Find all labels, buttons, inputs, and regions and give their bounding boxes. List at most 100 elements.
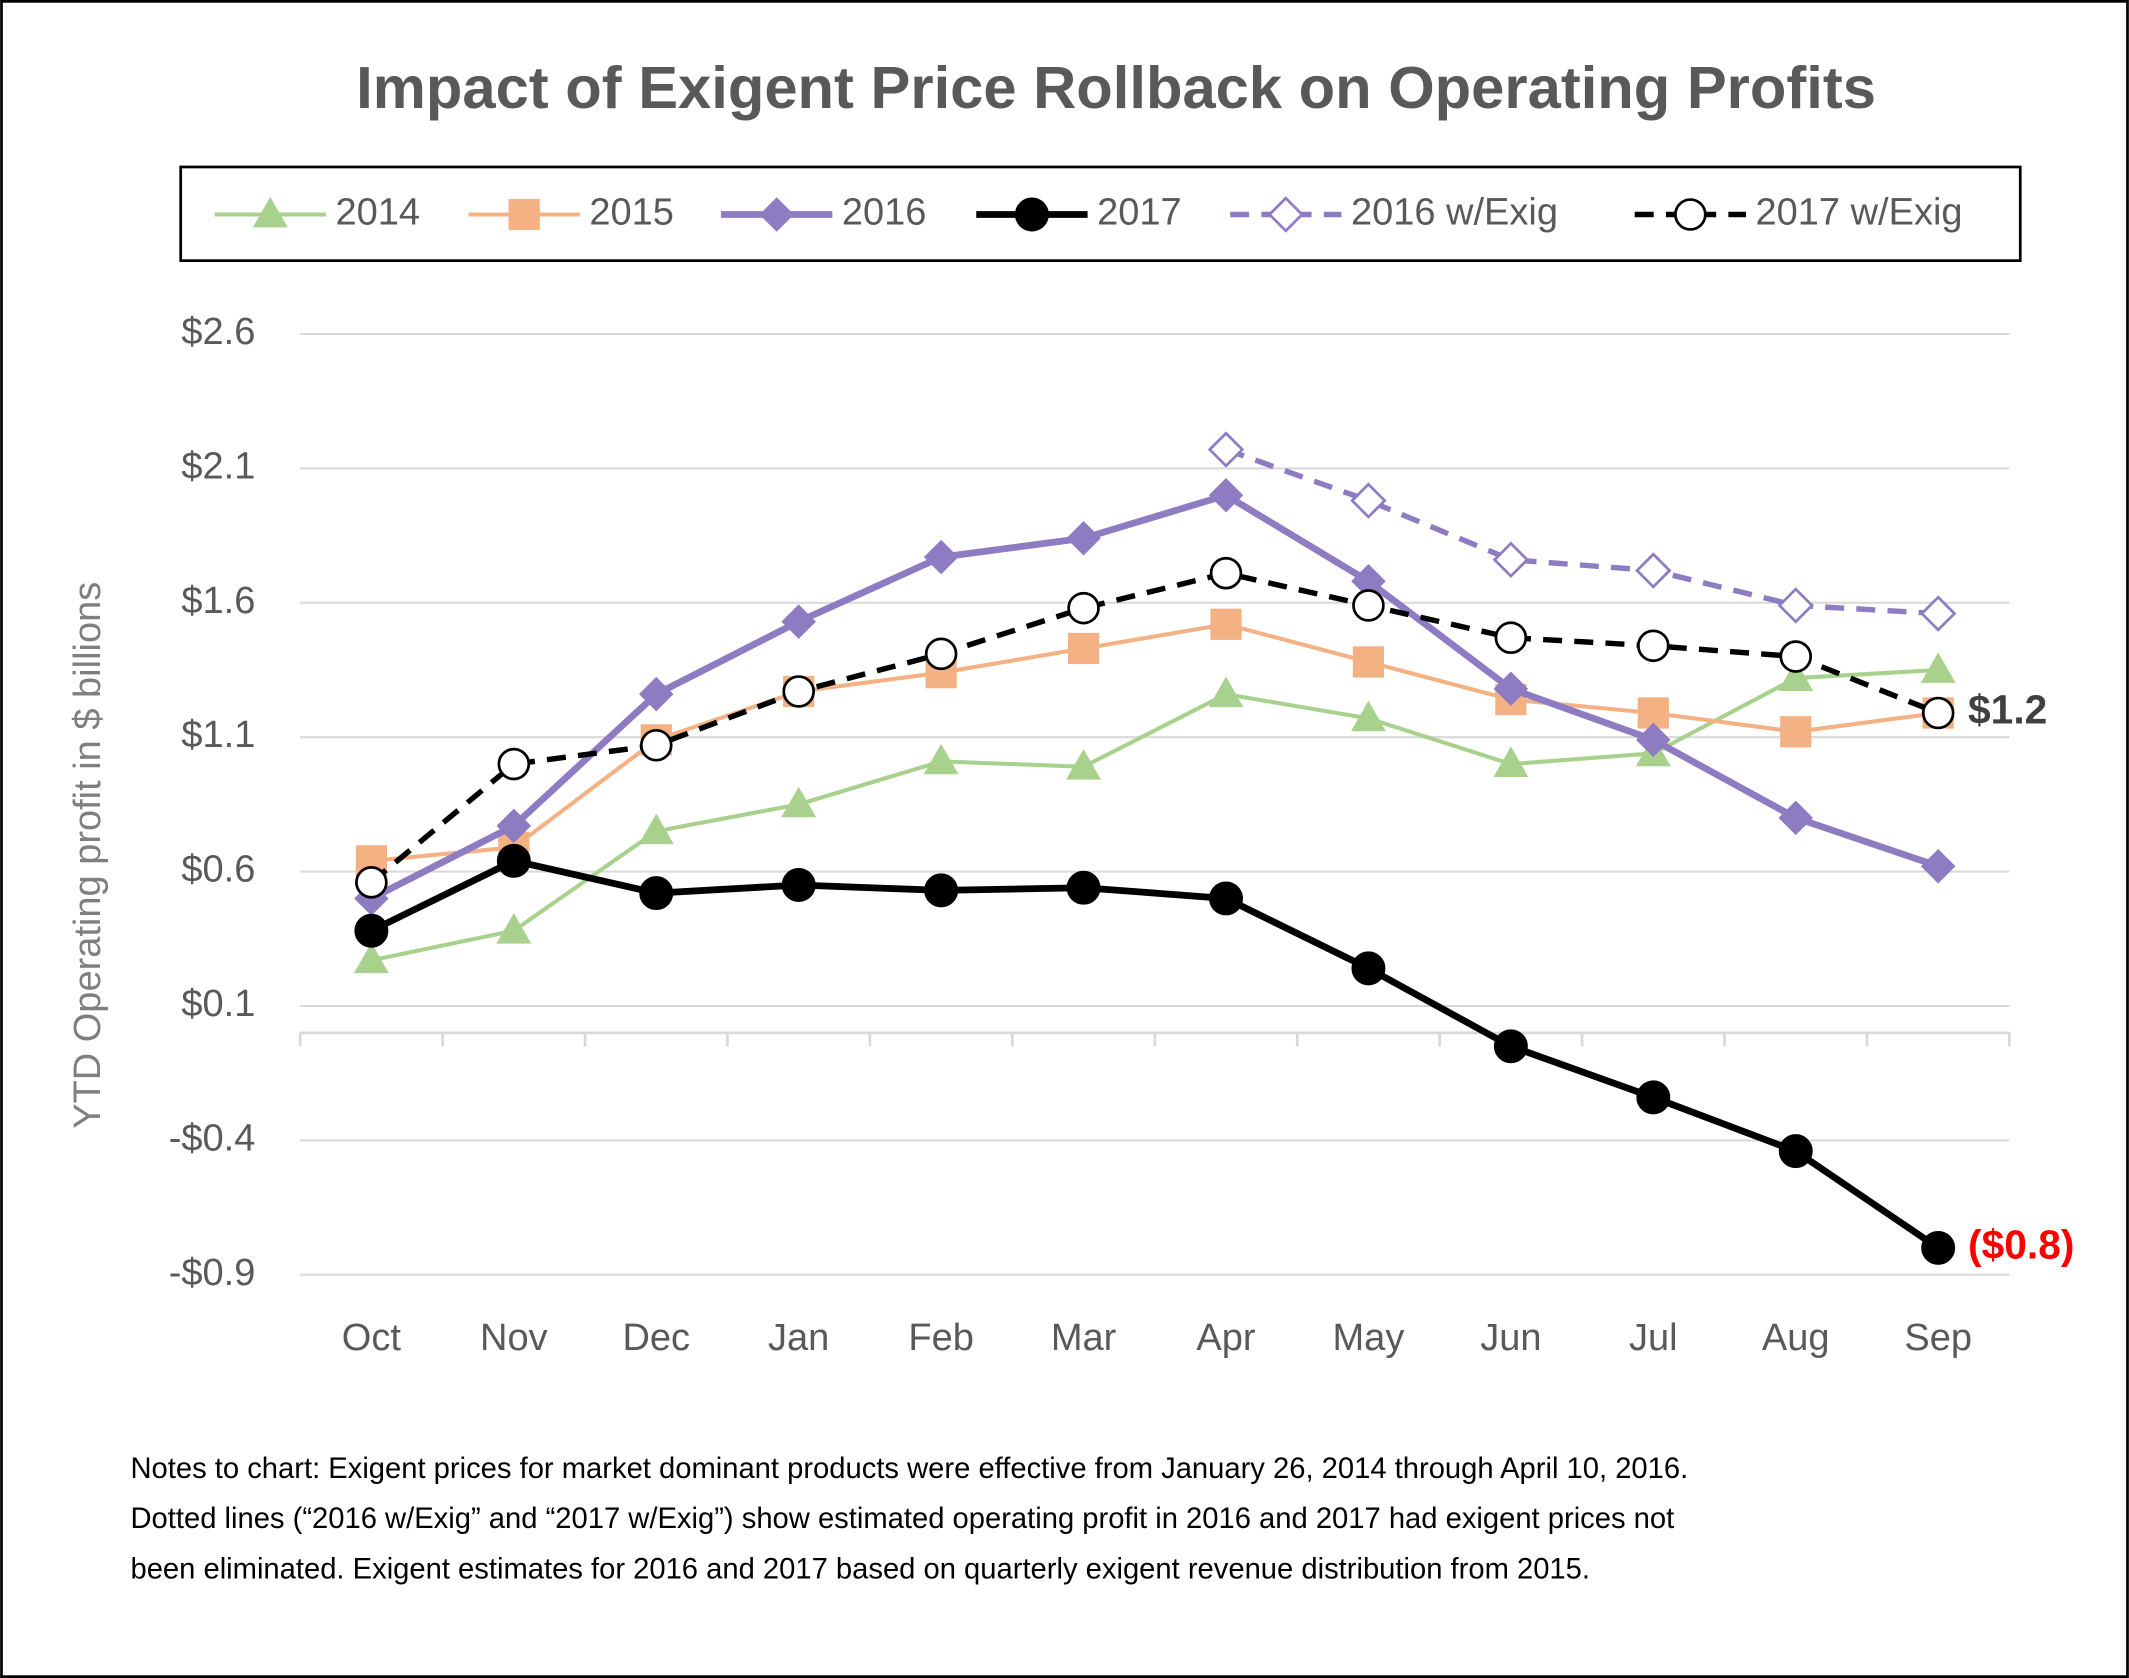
data-point <box>923 743 959 775</box>
y-tick-label: $2.1 <box>181 445 255 487</box>
legend-marker <box>1014 197 1049 232</box>
data-point <box>1209 881 1243 916</box>
x-tick-label: May <box>1333 1317 1405 1359</box>
data-point <box>1492 541 1530 578</box>
series-line <box>370 667 1939 963</box>
x-tick-label: Feb <box>908 1317 973 1359</box>
legend-marker <box>759 197 794 232</box>
data-point <box>496 913 532 944</box>
y-tick-label: $0.6 <box>181 849 255 891</box>
x-tick-label: Sep <box>1904 1317 1972 1359</box>
y-tick-label: $0.1 <box>181 983 255 1025</box>
data-point <box>639 876 674 911</box>
data-point <box>924 873 959 908</box>
note: Dotted lines (“2016 w/Exig” and “2017 w/… <box>130 1503 1674 1535</box>
data-point <box>1208 478 1244 513</box>
data-point <box>639 676 674 712</box>
legend-label: 2016 <box>842 192 927 234</box>
data-point <box>1066 521 1101 556</box>
y-axis-label: YTD Operating profit in $ billions <box>67 582 109 1129</box>
data-point <box>1780 716 1812 748</box>
data-point <box>1493 746 1529 777</box>
data-point <box>1921 1230 1956 1265</box>
data-point <box>1352 589 1385 622</box>
data-point <box>1636 722 1671 758</box>
y-tick-label: $1.6 <box>181 580 255 622</box>
series-line <box>1225 447 1939 617</box>
x-tick-label: Nov <box>480 1317 548 1359</box>
data-point <box>1209 556 1243 590</box>
data-point <box>1778 660 1814 691</box>
data-point <box>1352 646 1385 678</box>
x-tick-label: Apr <box>1196 1317 1255 1359</box>
series-line <box>369 570 1940 885</box>
data-point <box>1493 1029 1528 1064</box>
data-point <box>354 913 389 948</box>
data-point <box>1636 1080 1671 1115</box>
data-point <box>781 786 817 818</box>
x-tick-label: Jun <box>1480 1317 1541 1359</box>
data-point <box>781 604 816 639</box>
data-point <box>1777 587 1814 624</box>
data-label: ($0.8) <box>1968 1222 2074 1268</box>
legend-marker <box>1674 198 1707 231</box>
data-point <box>1920 848 1956 884</box>
data-point <box>924 637 958 671</box>
data-point <box>1494 621 1528 655</box>
legend-label: 2017 <box>1097 192 1182 234</box>
data-point <box>1350 700 1386 732</box>
data-point <box>1637 629 1670 663</box>
series-line <box>369 857 1941 1251</box>
data-point <box>1067 632 1100 665</box>
x-tick-label: Oct <box>342 1317 402 1359</box>
series-line <box>371 622 1939 863</box>
data-point <box>1067 591 1100 625</box>
x-tick-label: Jan <box>768 1317 829 1359</box>
data-point <box>782 675 815 708</box>
legend-marker <box>1267 196 1305 233</box>
data-point <box>1208 676 1244 708</box>
data-point <box>1778 1134 1813 1169</box>
note: been eliminated. Exigent estimates for 2… <box>130 1553 1590 1585</box>
chart-title: Impact of Exigent Price Rollback on Oper… <box>356 54 1876 121</box>
data-point <box>1920 652 1956 683</box>
data-point <box>781 868 816 902</box>
data-point <box>1066 749 1102 780</box>
note: Notes to chart: Exigent prices for marke… <box>130 1453 1688 1485</box>
data-point <box>496 808 532 844</box>
data-point <box>1919 595 1957 632</box>
x-tick-label: Mar <box>1051 1317 1117 1359</box>
x-tick-label: Dec <box>622 1317 690 1359</box>
data-point <box>355 866 388 899</box>
y-tick-label: $1.1 <box>181 714 255 756</box>
x-tick-label: Jul <box>1629 1317 1678 1359</box>
legend-label: 2014 <box>335 192 420 234</box>
y-tick-label: -$0.9 <box>169 1252 256 1294</box>
legend-label: 2015 <box>589 192 674 234</box>
legend-marker <box>508 198 540 231</box>
data-point <box>1351 951 1386 986</box>
y-tick-label: $2.6 <box>181 311 255 353</box>
data-point <box>1210 608 1242 640</box>
data-point <box>1493 671 1529 707</box>
data-point <box>353 942 389 974</box>
legend-marker <box>252 196 288 228</box>
data-point <box>923 539 959 575</box>
data-point <box>1350 482 1387 519</box>
y-tick-label: -$0.4 <box>169 1117 256 1159</box>
data-point <box>1066 870 1101 905</box>
data-point <box>639 728 673 762</box>
legend-label: 2016 w/Exig <box>1351 192 1558 234</box>
data-label: $1.2 <box>1968 687 2047 733</box>
data-point <box>1778 800 1813 836</box>
data-point <box>1779 640 1813 673</box>
data-point <box>496 843 531 878</box>
data-point <box>1207 431 1245 468</box>
series-line <box>369 491 1940 902</box>
data-point <box>1635 552 1672 589</box>
data-point <box>638 813 674 845</box>
data-point <box>1921 696 1955 730</box>
